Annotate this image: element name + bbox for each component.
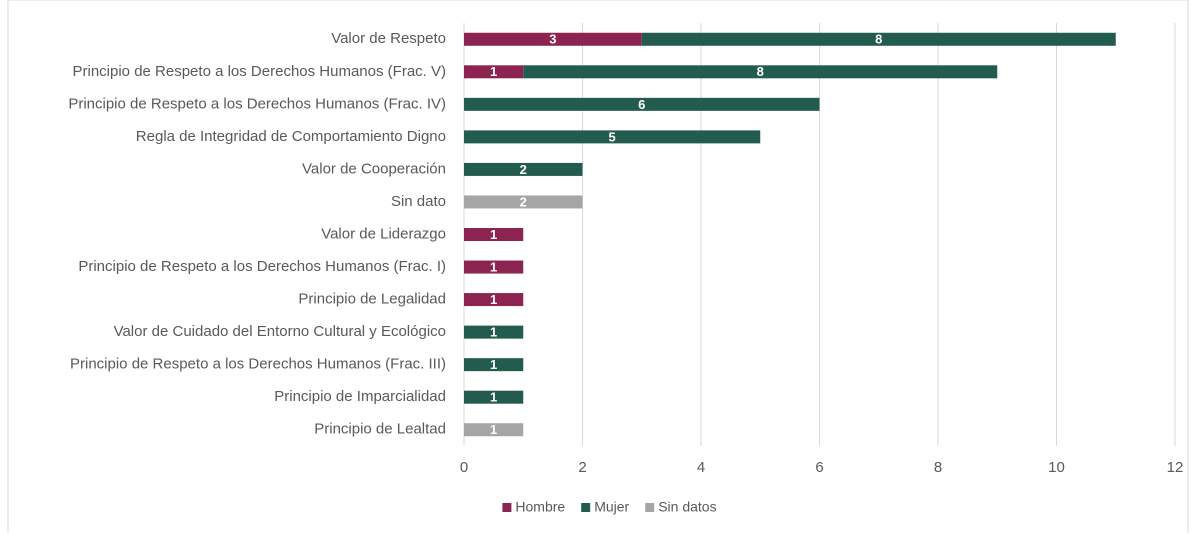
bar-segment [464,32,642,46]
legend-label: Sin datos [658,499,716,515]
legend-swatch [581,503,591,512]
chart-frame [7,0,1189,538]
bar-segment [464,97,820,111]
y-tick-label: Principio de Respeto a los Derechos Huma… [70,356,446,373]
data-label: 2 [520,162,527,177]
bar-segment [464,65,524,79]
data-label: 8 [875,32,882,47]
y-tick-label: Regla de Integridad de Comportamiento Di… [136,128,446,145]
y-tick-label: Sin dato [391,193,446,210]
bar-segment [464,390,524,404]
bar-segment [464,195,583,209]
bar-segment [464,260,524,274]
data-label: 6 [638,97,645,112]
y-tick-label: Principio de Respeto a los Derechos Huma… [78,258,446,275]
y-tick-label: Principio de Imparcialidad [274,388,446,405]
legend-swatch [502,503,512,512]
bar-segment [641,32,1116,46]
data-label: 1 [490,422,497,437]
y-tick-label: Principio de Legalidad [298,291,446,308]
y-tick-label: Valor de Cuidado del Entorno Cultural y … [114,323,446,340]
y-tick-label: Valor de Respeto [331,30,446,47]
bar-segment [464,293,524,307]
y-tick-label: Principio de Lealtad [314,421,446,438]
data-label: 1 [490,259,497,274]
data-label: 2 [520,194,527,209]
bar-segment [464,325,524,339]
legend-label: Mujer [594,499,629,515]
bar-segment [464,228,524,241]
x-tick-label: 10 [1048,459,1065,476]
bar-segment [464,162,583,176]
data-label: 1 [490,227,497,242]
x-tick-label: 6 [815,459,823,476]
bar-segment [464,130,761,144]
y-tick-label: Valor de Cooperación [302,160,446,177]
x-tick-label: 12 [1167,459,1184,476]
data-label: 3 [549,32,556,47]
legend-swatch [645,503,655,512]
data-label: 1 [490,390,497,405]
bar-segment [464,423,524,437]
data-label: 1 [490,64,497,79]
bar-segment [523,65,998,79]
legend-label: Hombre [515,499,565,515]
x-tick-label: 0 [460,459,468,476]
y-tick-label: Principio de Respeto a los Derechos Huma… [73,63,447,80]
x-tick-label: 2 [578,459,586,476]
y-tick-label: Valor de Liderazgo [321,225,446,242]
data-label: 5 [609,129,616,144]
y-tick-label: Principio de Respeto a los Derechos Huma… [68,95,446,112]
x-tick-label: 8 [934,459,942,476]
x-tick-label: 4 [697,459,705,476]
bar-segment [464,358,524,372]
data-label: 1 [490,292,497,307]
data-label: 1 [490,357,497,372]
data-label: 8 [757,64,764,79]
data-label: 1 [490,325,497,340]
